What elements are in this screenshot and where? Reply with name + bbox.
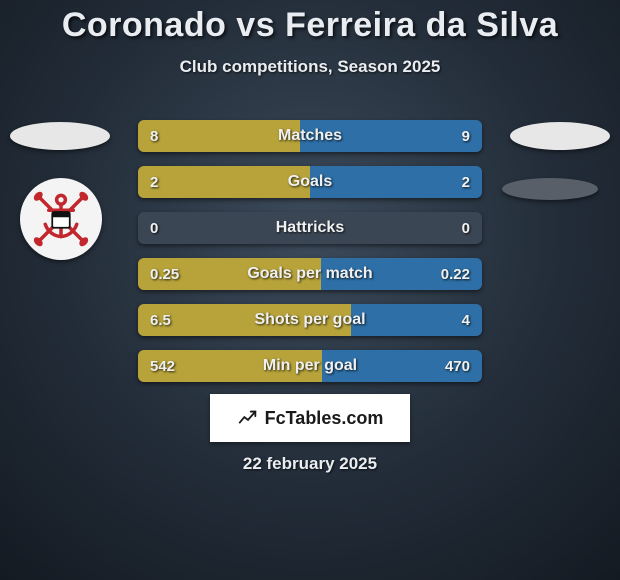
fctables-watermark: FcTables.com <box>210 394 410 442</box>
stat-row: 0.250.22Goals per match <box>138 258 482 290</box>
stat-label: Hattricks <box>138 212 482 244</box>
stat-label: Matches <box>138 120 482 152</box>
fctables-logo-icon <box>237 407 259 429</box>
comparison-infographic: Coronado vs Ferreira da Silva Club compe… <box>0 0 620 580</box>
stat-label: Shots per goal <box>138 304 482 336</box>
fctables-label: FcTables.com <box>265 408 384 429</box>
stat-label: Goals <box>138 166 482 198</box>
stat-rows: 89Matches 22Goals 00Hattricks 0.250.22Goals… <box>138 120 482 396</box>
player-right-photo-placeholder <box>510 122 610 150</box>
stat-label: Min per goal <box>138 350 482 382</box>
stat-label: Goals per match <box>138 258 482 290</box>
stat-row: 00Hattricks <box>138 212 482 244</box>
stat-row: 6.54Shots per goal <box>138 304 482 336</box>
player-left-photo-placeholder <box>10 122 110 150</box>
corinthians-crest-icon <box>26 184 96 254</box>
page-title: Coronado vs Ferreira da Silva <box>0 0 620 45</box>
club-right-placeholder <box>502 178 598 200</box>
stat-row: 89Matches <box>138 120 482 152</box>
page-subtitle: Club competitions, Season 2025 <box>0 57 620 77</box>
stat-row: 542470Min per goal <box>138 350 482 382</box>
stat-row: 22Goals <box>138 166 482 198</box>
date-line: 22 february 2025 <box>0 454 620 474</box>
club-left-badge <box>20 178 102 260</box>
